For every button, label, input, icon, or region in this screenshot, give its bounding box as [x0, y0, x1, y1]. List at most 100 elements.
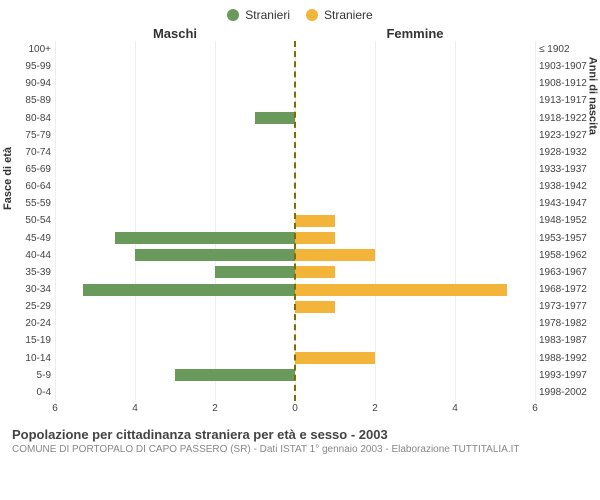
birth-label: 1903-1907	[539, 61, 597, 72]
male-bar	[115, 232, 295, 244]
legend: Stranieri Straniere	[0, 0, 600, 22]
age-label: 75-79	[3, 130, 51, 141]
male-half	[55, 75, 295, 92]
age-label: 60-64	[3, 181, 51, 192]
female-half	[295, 315, 535, 332]
female-half	[295, 298, 535, 315]
x-tick-label: 4	[452, 403, 458, 414]
age-label: 100+	[3, 44, 51, 55]
legend-label: Straniere	[324, 8, 373, 22]
age-label: 80-84	[3, 113, 51, 124]
header-left: Maschi	[55, 26, 295, 41]
male-half	[55, 384, 295, 401]
male-half	[55, 41, 295, 58]
center-divider	[294, 41, 296, 401]
female-half	[295, 264, 535, 281]
age-label: 5-9	[3, 370, 51, 381]
birth-label: 1983-1987	[539, 335, 597, 346]
chart-subtitle: COMUNE DI PORTOPALO DI CAPO PASSERO (SR)…	[12, 444, 588, 455]
male-half	[55, 110, 295, 127]
male-bar	[175, 369, 295, 381]
female-half	[295, 350, 535, 367]
female-half	[295, 58, 535, 75]
male-half	[55, 264, 295, 281]
male-half	[55, 332, 295, 349]
age-label: 30-34	[3, 284, 51, 295]
x-tick-label: 4	[132, 403, 138, 414]
age-label: 90-94	[3, 78, 51, 89]
legend-item: Stranieri	[227, 8, 290, 22]
female-half	[295, 384, 535, 401]
legend-item: Straniere	[306, 8, 373, 22]
male-half	[55, 212, 295, 229]
female-bar	[295, 284, 507, 296]
legend-label: Stranieri	[245, 8, 290, 22]
x-axis: 6420246	[55, 401, 535, 419]
age-label: 40-44	[3, 250, 51, 261]
male-half	[55, 144, 295, 161]
female-half	[295, 178, 535, 195]
age-label: 85-89	[3, 95, 51, 106]
age-label: 10-14	[3, 353, 51, 364]
birth-label: 1918-1922	[539, 113, 597, 124]
birth-label: 1993-1997	[539, 370, 597, 381]
age-label: 35-39	[3, 267, 51, 278]
male-half	[55, 127, 295, 144]
age-label: 15-19	[3, 335, 51, 346]
male-half	[55, 161, 295, 178]
female-half	[295, 195, 535, 212]
male-half	[55, 58, 295, 75]
x-tick-label: 2	[372, 403, 378, 414]
birth-label: 1988-1992	[539, 353, 597, 364]
female-half	[295, 110, 535, 127]
birth-label: 1938-1942	[539, 181, 597, 192]
birth-label: 1923-1927	[539, 130, 597, 141]
birth-label: 1973-1977	[539, 301, 597, 312]
header-right: Femmine	[295, 26, 535, 41]
male-half	[55, 350, 295, 367]
male-half	[55, 230, 295, 247]
female-half	[295, 161, 535, 178]
birth-label: 1948-1952	[539, 215, 597, 226]
birth-label: 1958-1962	[539, 250, 597, 261]
male-bar	[255, 112, 295, 124]
birth-label: 1968-1972	[539, 284, 597, 295]
male-half	[55, 92, 295, 109]
birth-label: ≤ 1902	[539, 44, 597, 55]
birth-label: 1953-1957	[539, 233, 597, 244]
age-label: 55-59	[3, 198, 51, 209]
female-bar	[295, 301, 335, 313]
female-half	[295, 281, 535, 298]
female-bar	[295, 352, 375, 364]
birth-label: 1998-2002	[539, 387, 597, 398]
male-bar	[83, 284, 295, 296]
birth-label: 1928-1932	[539, 147, 597, 158]
x-tick-label: 0	[292, 403, 298, 414]
age-label: 65-69	[3, 164, 51, 175]
female-bar	[295, 215, 335, 227]
age-label: 50-54	[3, 215, 51, 226]
birth-label: 1908-1912	[539, 78, 597, 89]
female-half	[295, 230, 535, 247]
x-tick-label: 6	[532, 403, 538, 414]
female-half	[295, 41, 535, 58]
male-half	[55, 178, 295, 195]
age-label: 95-99	[3, 61, 51, 72]
female-half	[295, 332, 535, 349]
female-half	[295, 144, 535, 161]
female-bar	[295, 232, 335, 244]
age-label: 25-29	[3, 301, 51, 312]
female-half	[295, 367, 535, 384]
male-half	[55, 367, 295, 384]
chart-container: Stranieri Straniere Maschi Femmine Fasce…	[0, 0, 600, 500]
birth-label: 1943-1947	[539, 198, 597, 209]
male-half	[55, 281, 295, 298]
male-bar	[215, 266, 295, 278]
male-half	[55, 195, 295, 212]
male-bar	[135, 249, 295, 261]
chart-title: Popolazione per cittadinanza straniera p…	[12, 427, 588, 442]
age-label: 45-49	[3, 233, 51, 244]
male-half	[55, 298, 295, 315]
female-bar	[295, 249, 375, 261]
birth-label: 1963-1967	[539, 267, 597, 278]
